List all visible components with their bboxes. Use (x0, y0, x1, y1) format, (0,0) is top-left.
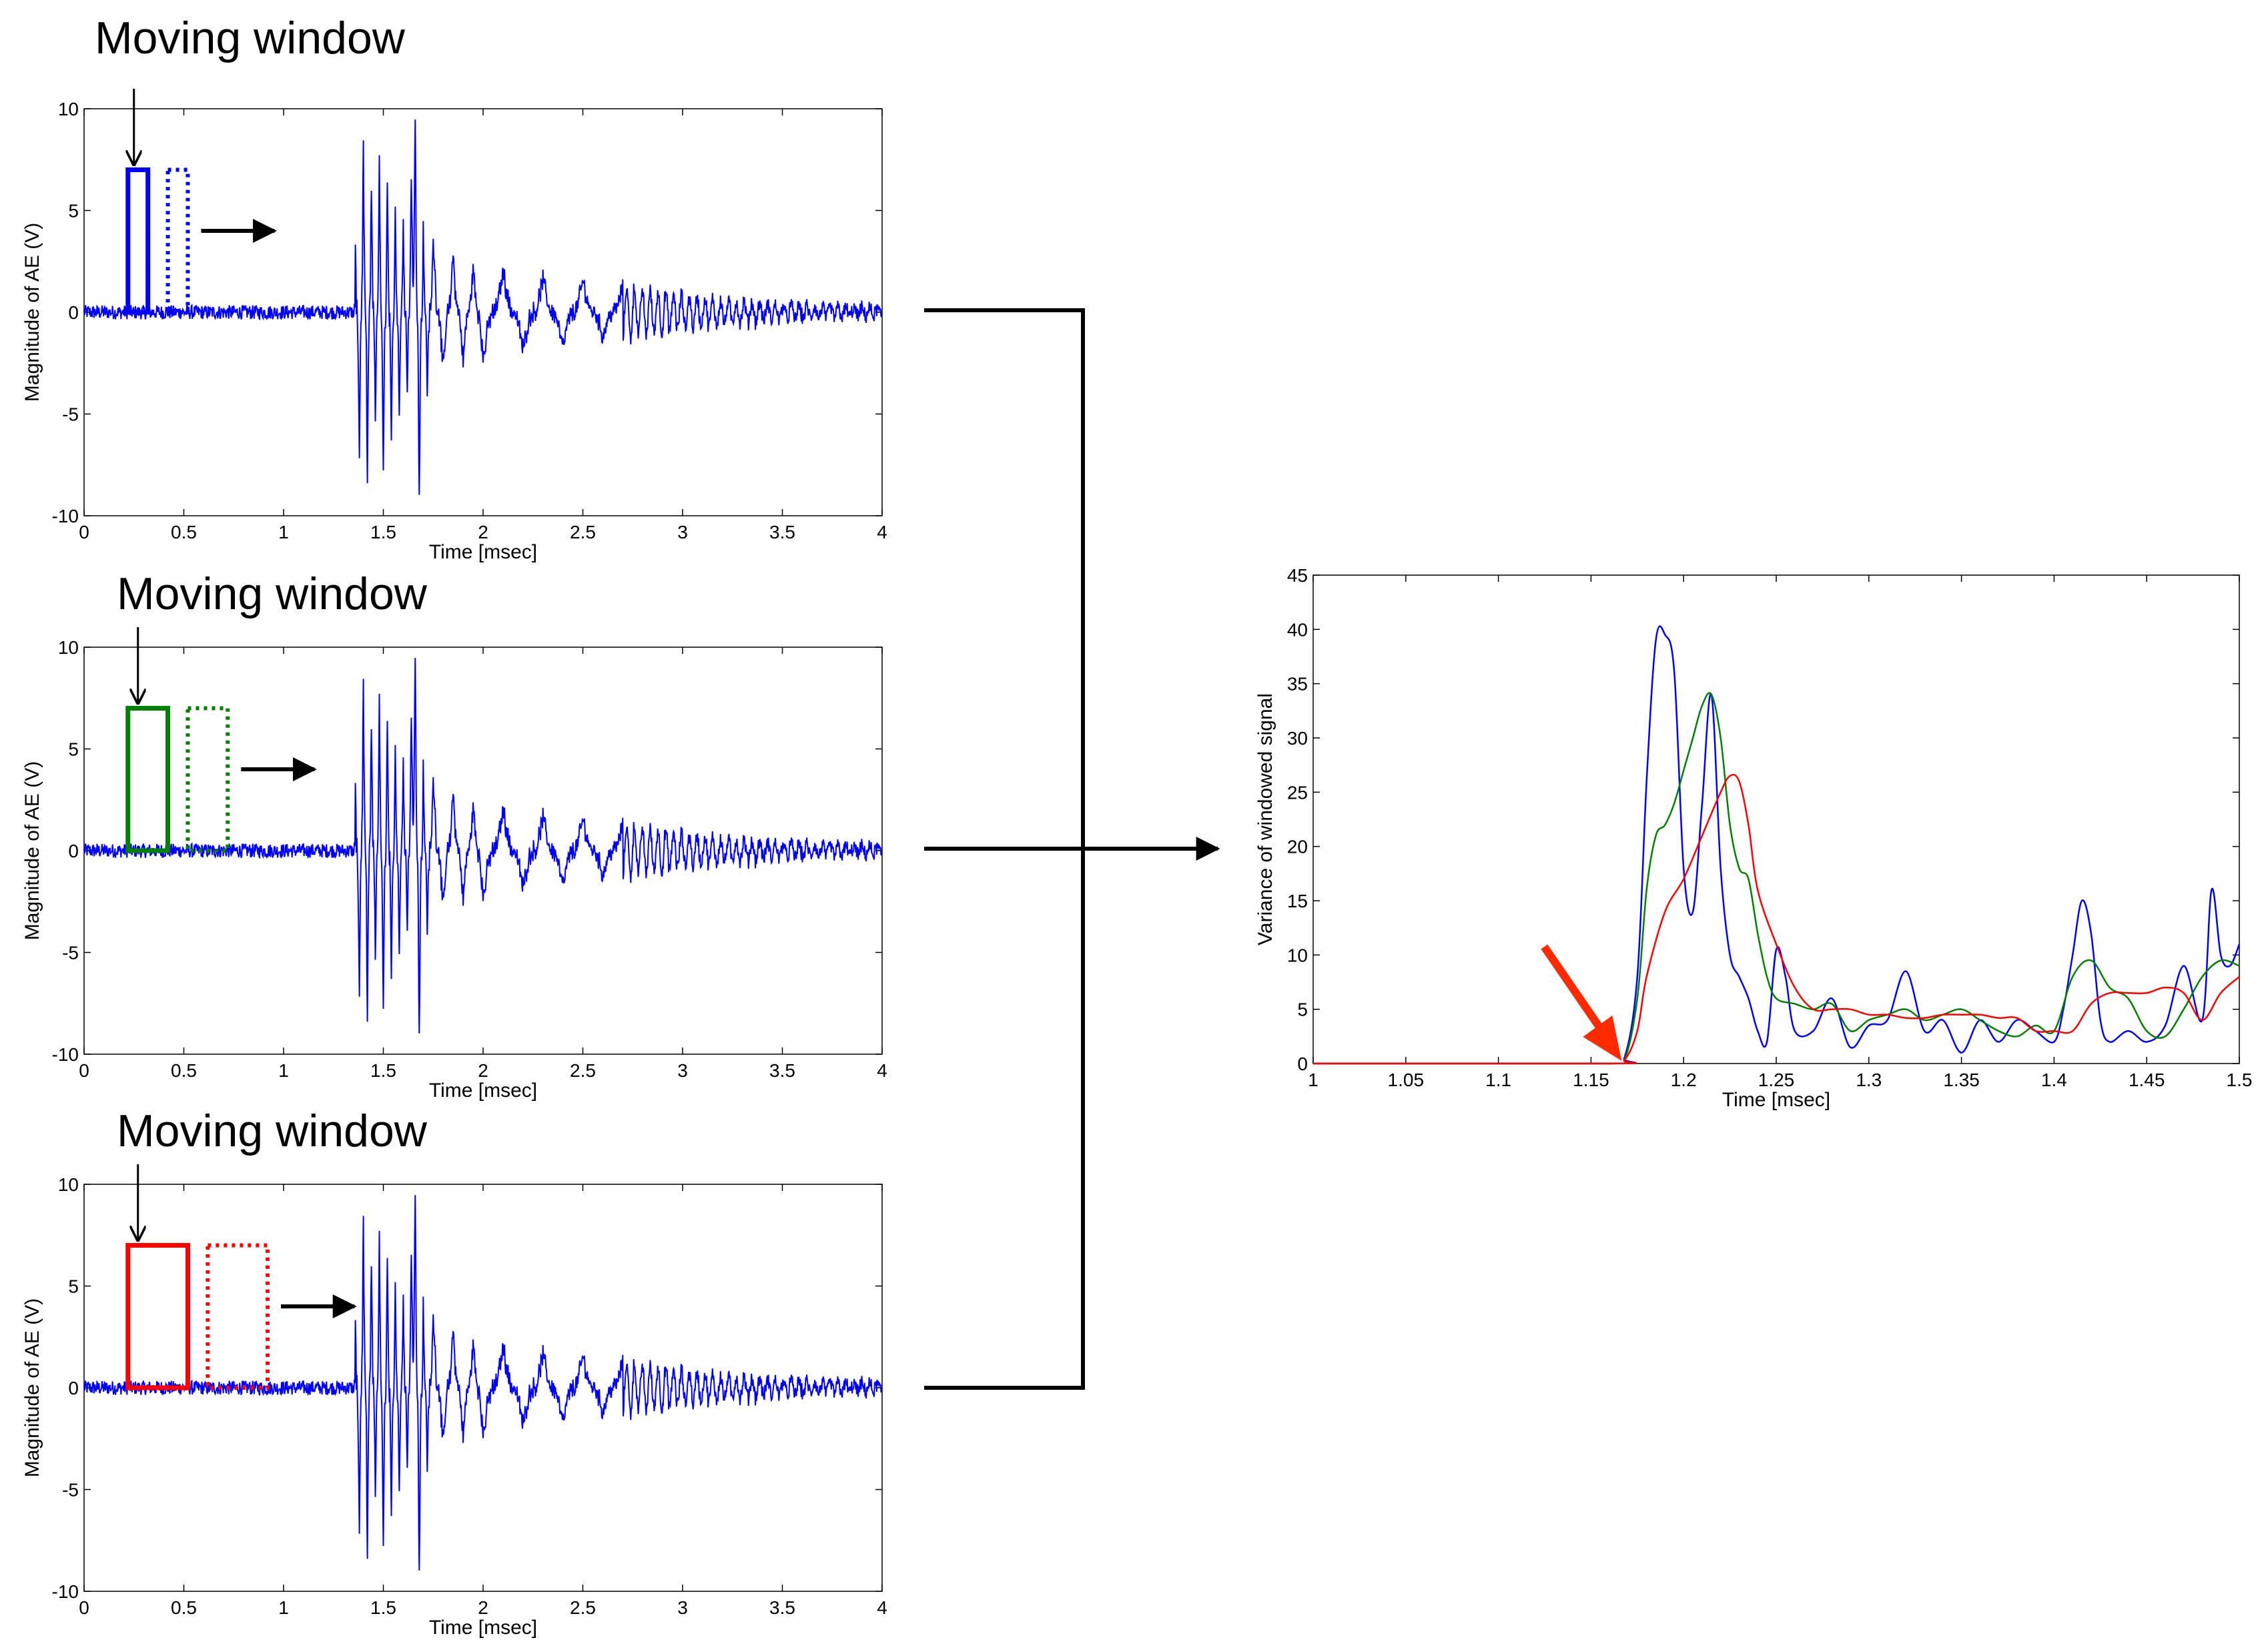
variance-y-tick-label: 0 (1297, 1054, 1308, 1074)
x-tick-label: 0 (79, 1060, 89, 1081)
x-tick-label: 1 (278, 522, 289, 542)
variance-x-tick-label: 1.15 (1573, 1070, 1609, 1090)
x-tick-label: 0 (79, 522, 89, 542)
y-axis-label: Magnitude of AE (V) (21, 761, 43, 940)
y-tick-label: 10 (58, 1174, 79, 1195)
variance-series-line-2 (1312, 692, 2240, 1065)
variance-x-tick-label: 1.4 (2041, 1070, 2067, 1090)
x-tick-label: 4 (877, 522, 887, 542)
variance-y-tick-label: 45 (1287, 565, 1308, 586)
x-tick-label: 0.5 (171, 522, 197, 542)
y-tick-label: 5 (68, 1276, 79, 1297)
connector-bracket (924, 308, 1220, 1390)
x-axis-label: Time [msec] (429, 541, 537, 563)
y-tick-label: -10 (52, 1044, 79, 1065)
x-tick-label: 1 (278, 1597, 289, 1618)
next-window (206, 1243, 270, 1390)
x-tick-label: 2 (478, 522, 488, 542)
x-tick-label: 1.5 (370, 1597, 396, 1618)
variance-y-tick-label: 25 (1287, 782, 1308, 803)
variance-x-tick-label: 1 (1308, 1070, 1318, 1090)
y-tick-label: -5 (62, 404, 79, 425)
signal-panel-3: 0 0.5 1 1.5 2 2.5 3 3.5 4 10 5 0 -5 -10 Time [msec] Mag… (21, 1164, 887, 1639)
y-tick-label: 5 (68, 201, 79, 222)
x-tick-label: 4 (877, 1597, 887, 1618)
variance-chart: 1 1.05 1.1 1.15 1.2 1.25 1.3 1.35 1.4 1.45 1.5 45 40… (1254, 565, 2252, 1111)
variance-y-tick-label: 10 (1287, 945, 1308, 965)
variance-y-tick-label: 30 (1287, 728, 1308, 749)
variance-y-tick-label: 5 (1297, 999, 1308, 1020)
current-window (125, 706, 171, 853)
variance-x-tick-label: 1.05 (1388, 1070, 1425, 1090)
panel-1-title: Moving window (95, 13, 406, 63)
variance-y-tick-label: 15 (1287, 891, 1308, 911)
variance-plot-frame (1312, 574, 2240, 1064)
x-tick-label: 3.5 (769, 1597, 795, 1618)
variance-x-tick-label: 1.2 (1671, 1070, 1697, 1090)
variance-x-tick-label: 1.35 (1943, 1070, 1980, 1090)
x-tick-label: 2 (478, 1060, 488, 1081)
variance-y-axis-label: Variance of windowed signal (1254, 693, 1276, 945)
variance-x-tick-label: 1.45 (2129, 1070, 2165, 1090)
y-tick-label: 0 (68, 1378, 79, 1398)
x-axis-label: Time [msec] (429, 1617, 537, 1639)
y-tick-label: -10 (52, 506, 79, 526)
variance-x-tick-label: 1.5 (2227, 1070, 2253, 1090)
variance-x-tick-label: 1.3 (1856, 1070, 1882, 1090)
x-axis-label: Time [msec] (429, 1080, 537, 1102)
variance-x-tick-label: 1.1 (1485, 1070, 1511, 1090)
x-tick-label: 3 (677, 1597, 688, 1618)
next-window (165, 167, 190, 314)
x-tick-label: 3 (677, 1060, 688, 1081)
x-tick-label: 0.5 (171, 1060, 197, 1081)
y-axis-label: Magnitude of AE (V) (21, 223, 43, 402)
onset-arrow (1541, 944, 1622, 1061)
panel-3-title: Moving window (117, 1106, 428, 1156)
y-tick-label: -5 (62, 943, 79, 963)
variance-y-tick-label: 40 (1287, 619, 1308, 640)
ae-signal-line (83, 119, 883, 495)
y-axis-label: Magnitude of AE (V) (21, 1298, 43, 1477)
x-tick-label: 2.5 (570, 1597, 596, 1618)
ae-signal-line (83, 1195, 883, 1571)
x-tick-label: 3.5 (769, 522, 795, 542)
x-tick-label: 3 (677, 522, 688, 542)
signal-panel-2: 0 0.5 1 1.5 2 2.5 3 3.5 4 10 5 0 -5 -10 Time [msec] Mag… (21, 627, 887, 1102)
variance-y-tick-label: 20 (1287, 837, 1308, 857)
x-tick-label: 2 (478, 1597, 488, 1618)
y-tick-label: -10 (52, 1581, 79, 1602)
signal-panel-1: 0 0.5 1 1.5 2 2.5 3 3.5 4 10 5 0 -5 -10 Time [msec] Mag… (21, 89, 887, 563)
x-tick-label: 0.5 (171, 1597, 197, 1618)
next-window (185, 706, 230, 853)
variance-series-line-1 (1312, 625, 2241, 1065)
y-tick-label: 0 (68, 841, 79, 861)
x-tick-label: 1.5 (370, 1060, 396, 1081)
x-tick-label: 3.5 (769, 1060, 795, 1081)
x-tick-label: 2.5 (570, 1060, 596, 1081)
x-tick-label: 4 (877, 1060, 887, 1081)
y-tick-label: 10 (58, 637, 79, 658)
current-window (125, 167, 151, 315)
x-tick-label: 1.5 (370, 522, 396, 542)
x-tick-label: 0 (79, 1597, 89, 1618)
panel-2-title: Moving window (117, 568, 428, 619)
current-window (125, 1243, 190, 1390)
x-tick-label: 2.5 (570, 522, 596, 542)
y-tick-label: 0 (68, 302, 79, 323)
variance-y-tick-label: 35 (1287, 674, 1308, 695)
y-tick-label: 10 (58, 99, 79, 119)
y-tick-label: -5 (62, 1480, 79, 1501)
variance-x-axis-label: Time [msec] (1722, 1089, 1830, 1111)
y-tick-label: 5 (68, 739, 79, 760)
x-tick-label: 1 (278, 1060, 289, 1081)
variance-series-line-3 (1312, 773, 2240, 1065)
variance-x-tick-label: 1.25 (1758, 1070, 1795, 1090)
